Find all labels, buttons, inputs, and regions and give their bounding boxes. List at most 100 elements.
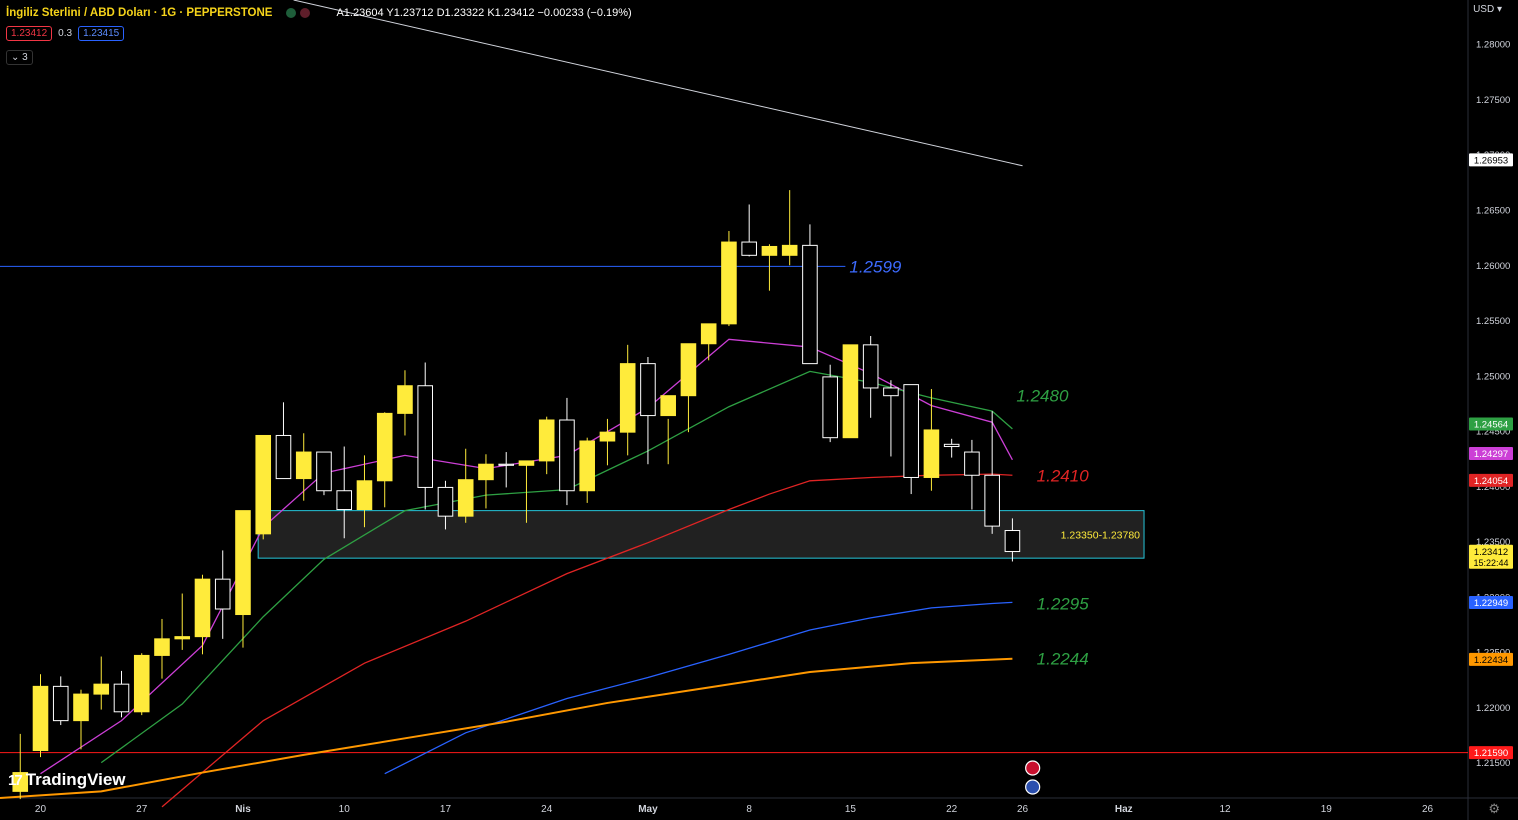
price-tick-label: 1.22000	[1476, 703, 1510, 714]
time-tick-label: 17	[440, 804, 452, 815]
moving-average-4	[0, 657, 1013, 799]
price-tick-label: 1.28000	[1476, 40, 1510, 51]
candle-body	[559, 419, 575, 492]
axis-price-tag	[1469, 544, 1513, 569]
price-tick-label: 1.25500	[1476, 316, 1510, 327]
sell-button[interactable]: 1.23412	[6, 26, 53, 41]
candle-body	[295, 451, 312, 480]
candle-body	[133, 654, 150, 713]
ohlc-values: A1.23604 Y1.23712 D1.23322 K1.23412 −0.0…	[336, 7, 632, 19]
time-tick-label: 27	[136, 804, 148, 815]
time-tick-label: 15	[845, 804, 857, 815]
buy-button[interactable]: 1.23415	[78, 26, 125, 41]
candle-body	[457, 479, 474, 517]
time-tick-label: 12	[1219, 804, 1231, 815]
candle-body	[741, 241, 757, 256]
price-tick-label: 1.24500	[1476, 427, 1510, 438]
candle-body	[376, 412, 393, 482]
time-tick-label: Haz	[1115, 804, 1133, 815]
candle-body	[214, 578, 231, 610]
axis-price-tag	[1469, 153, 1513, 167]
axis-price-tag-text: 1.23412	[1474, 547, 1508, 558]
tradingview-wordmark: TradingView	[25, 770, 126, 789]
candle-body	[336, 490, 353, 511]
axis-price-tag	[1469, 595, 1513, 609]
symbol-header[interactable]: İngiliz Sterlini / ABD Doları · 1G · PEP…	[6, 4, 632, 22]
price-tick-label: 1.27500	[1476, 95, 1510, 106]
candle-body	[1004, 530, 1021, 553]
time-tick-label: 8	[746, 804, 752, 815]
candle-body	[700, 323, 717, 345]
candle-body	[721, 241, 737, 325]
candle-body	[802, 244, 818, 365]
symbol-title[interactable]: İngiliz Sterlini / ABD Doları · 1G · PEP…	[6, 7, 273, 19]
tradingview-logo: 17 TradingView	[8, 770, 126, 790]
candle-body	[397, 385, 413, 414]
candle-body	[194, 578, 211, 638]
candle-body	[599, 431, 616, 442]
time-tick-label: May	[638, 804, 658, 815]
zone-label: 1.23350-1.23780	[1061, 529, 1141, 541]
candle-body	[619, 363, 636, 433]
trade-buttons: 1.23412 0.3 1.23415	[6, 26, 125, 41]
axis-price-tag-text: 1.24054	[1474, 476, 1508, 487]
candle-body	[73, 693, 89, 722]
moving-average-3	[384, 601, 1013, 775]
axis-price-tag-text: 1.26953	[1474, 155, 1508, 166]
caret-down-icon: ▾	[1496, 4, 1502, 15]
candle-body	[903, 384, 919, 478]
axis-price-tag-text: 1.21590	[1474, 748, 1508, 759]
price-tick-label: 1.21500	[1476, 758, 1510, 769]
status-indicators	[286, 8, 311, 18]
candle-body	[275, 434, 292, 480]
market-status-icon	[286, 8, 297, 18]
candle-body	[437, 486, 454, 517]
price-tick-label: 1.26000	[1476, 261, 1510, 272]
spread-value: 0.3	[58, 28, 73, 39]
candle-body	[943, 443, 960, 448]
time-tick-label: 24	[541, 804, 553, 815]
indicator-collapse-button[interactable]: ⌄ 3	[6, 50, 33, 65]
price-tick-label: 1.25000	[1476, 371, 1510, 382]
chevron-down-icon: ⌄	[11, 52, 20, 63]
candle-body	[822, 376, 838, 439]
time-tick-label: 22	[946, 804, 958, 815]
countdown-timer: 15:22:44	[1473, 558, 1508, 568]
wave-icon	[300, 8, 311, 18]
currency-selector[interactable]: USD ▾	[1473, 4, 1502, 15]
candle-body	[781, 244, 798, 256]
price-annotation: 1.2295	[1037, 594, 1090, 613]
axis-price-tag	[1469, 473, 1513, 487]
uk-event-flag-icon	[1025, 760, 1041, 776]
time-tick-label: 26	[1422, 804, 1434, 815]
candle-body	[417, 385, 434, 488]
axis-price-tag	[1469, 652, 1513, 666]
axis-price-tag-text: 1.24564	[1474, 419, 1508, 430]
candle-body	[518, 460, 535, 466]
tradingview-mark: 17	[8, 771, 23, 789]
axis-price-tag-text: 1.22949	[1474, 598, 1508, 609]
candle-body	[579, 440, 595, 492]
trend-line	[293, 0, 1023, 167]
candle-body	[32, 685, 49, 751]
axis-price-tag	[1469, 746, 1513, 760]
moving-average-1	[100, 370, 1013, 764]
price-annotation: 1.2480	[1016, 387, 1069, 406]
candle-body	[660, 395, 676, 417]
time-tick-label: 19	[1321, 804, 1333, 815]
candle-body	[883, 387, 899, 397]
candle-body	[498, 463, 514, 466]
time-tick-label: 10	[339, 804, 351, 815]
candle-body	[93, 683, 110, 695]
price-annotation: 1.2599	[849, 257, 902, 276]
candle-body	[984, 474, 1000, 527]
candle-body	[842, 344, 859, 439]
candle-body	[761, 245, 778, 256]
price-tick-label: 1.26500	[1476, 206, 1510, 217]
candle-body	[154, 638, 170, 656]
axis-price-tag	[1469, 446, 1513, 460]
gear-icon[interactable]: ⚙	[1488, 801, 1500, 816]
candle-body	[964, 451, 980, 476]
candle-body	[113, 683, 130, 713]
